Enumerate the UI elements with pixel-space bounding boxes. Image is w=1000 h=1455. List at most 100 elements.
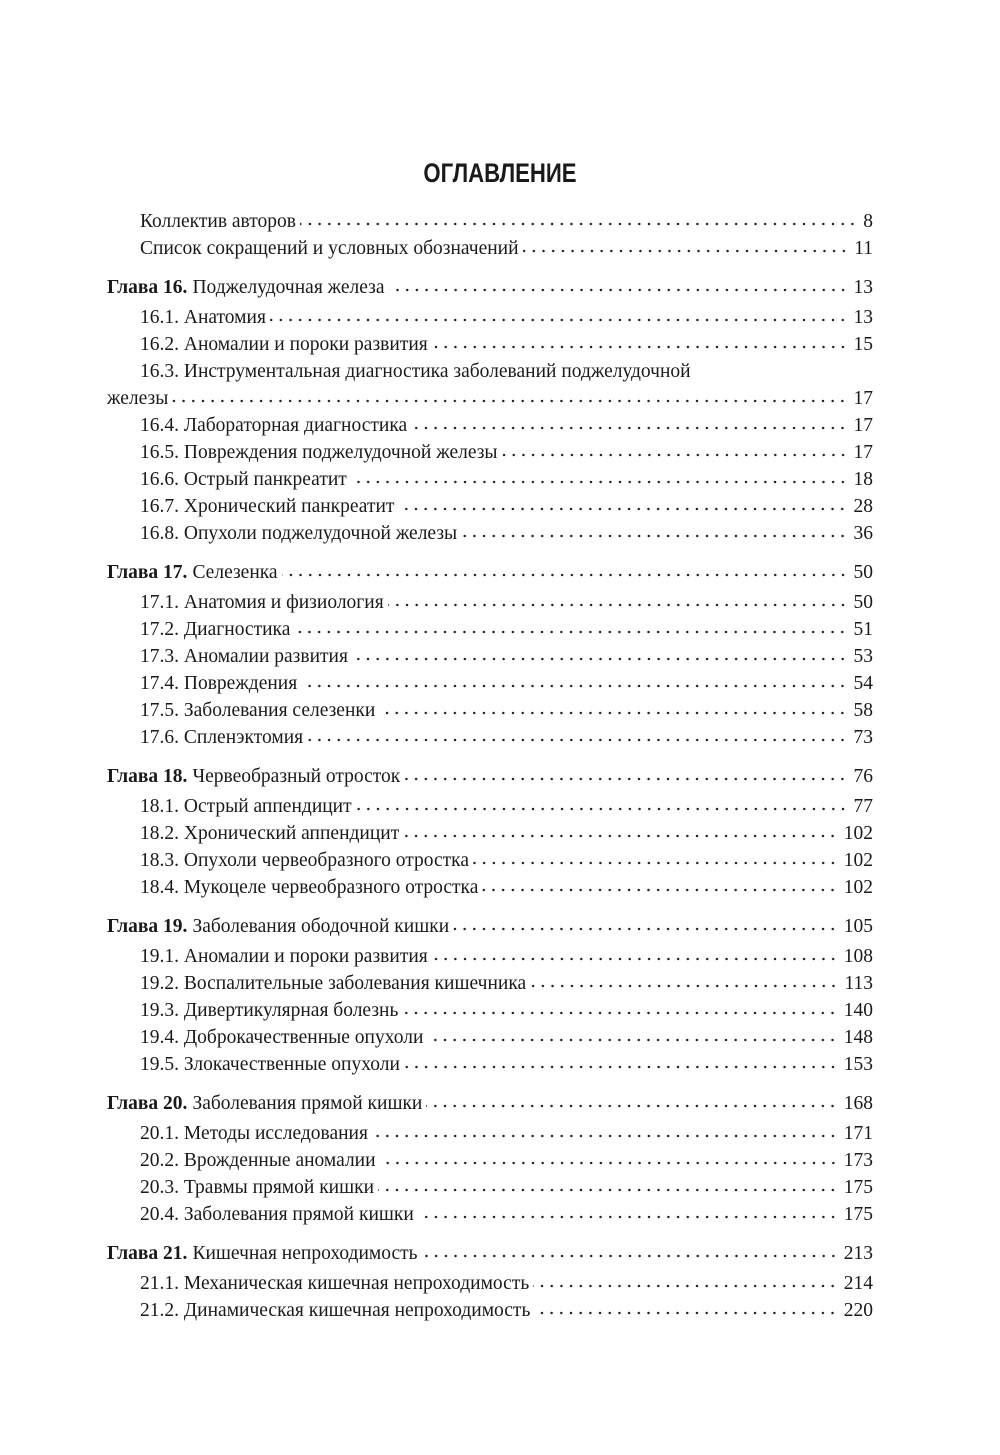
dot-leader <box>404 776 848 782</box>
toc-entry[interactable]: Глава 20. Заболевания прямой кишки 168 <box>107 1090 873 1120</box>
chapter-label: Глава 20. <box>107 1093 188 1114</box>
page-number: 168 <box>843 1093 873 1114</box>
toc-entry[interactable]: 18.2. Хронический аппендицит 102 <box>107 820 873 847</box>
table-of-contents: Коллектив авторов 8 Список сокращений и ус… <box>107 208 873 1324</box>
page-number: 51 <box>853 619 874 640</box>
chapter-label: Глава 19. <box>107 916 188 937</box>
toc-entry[interactable]: Глава 18. Червеобразный отросток 76 <box>107 763 873 793</box>
page-number: 36 <box>853 523 874 544</box>
toc-entry[interactable]: 17.5. Заболевания селезенки 58 <box>107 697 873 724</box>
dot-leader <box>307 737 848 743</box>
dot-leader <box>417 1214 838 1220</box>
toc-entry[interactable]: Глава 19. Заболевания ободочной кишки 105 <box>107 913 873 943</box>
dot-leader <box>473 860 838 866</box>
entry-title: 16.8. Опухоли поджелудочной железы <box>140 523 458 544</box>
page-number: 11 <box>854 238 873 259</box>
toc-entry[interactable]: 19.1. Аномалии и пороки развития 108 <box>107 943 873 970</box>
dot-leader <box>371 1133 838 1139</box>
chapter-label: Глава 21. <box>107 1243 188 1264</box>
toc-entry[interactable]: Список сокращений и условных обозначений… <box>107 235 873 262</box>
page-number: 18 <box>853 469 874 490</box>
page-number: 13 <box>853 307 874 328</box>
toc-entry[interactable]: 17.3. Аномалии развития 53 <box>107 643 873 670</box>
entry-title: 17.5. Заболевания селезенки <box>140 700 376 721</box>
page-number: 175 <box>843 1177 873 1198</box>
dot-leader <box>269 317 848 323</box>
entry-title: 20.4. Заболевания прямой кишки <box>140 1204 414 1225</box>
chapter-label: Глава 18. <box>107 766 188 787</box>
page-number: 140 <box>843 1000 873 1021</box>
toc-entry[interactable]: 20.1. Методы исследования 171 <box>107 1120 873 1147</box>
entry-title: 18.4. Мукоцеле червеобразного отростка <box>140 877 479 898</box>
toc-entry[interactable]: 16.7. Хронический панкреатит 28 <box>107 493 873 520</box>
toc-entry[interactable]: 16.6. Острый панкреатит 18 <box>107 466 873 493</box>
toc-entry[interactable]: 18.3. Опухоли червеобразного отростка 102 <box>107 847 873 874</box>
page-number: 8 <box>863 211 873 232</box>
entry-title: 16.7. Хронический панкреатит <box>140 496 395 517</box>
page-number: 76 <box>853 766 874 787</box>
entry-title: 20.2. Врожденные аномалии <box>140 1150 376 1171</box>
toc-entry[interactable]: 21.1. Механическая кишечная непроходимос… <box>107 1270 873 1297</box>
entry-title: 16.4. Лабораторная диагностика <box>140 415 408 436</box>
toc-entry[interactable]: 16.3. Инструментальная диагностика забол… <box>107 358 873 385</box>
toc-entry[interactable]: железы 17 <box>107 385 873 412</box>
chapter-title: Червеобразный отросток <box>192 766 401 787</box>
page-number: 17 <box>853 442 874 463</box>
page-number: 173 <box>843 1150 873 1171</box>
toc-entry[interactable]: 20.4. Заболевания прямой кишки 175 <box>107 1201 873 1228</box>
chapter-title: Заболевания ободочной кишки <box>192 916 450 937</box>
dot-leader <box>294 629 848 635</box>
toc-entry[interactable]: 16.5. Повреждения поджелудочной железы 17 <box>107 439 873 466</box>
page-title: ОГЛАВЛЕНИЕ <box>423 158 577 188</box>
page-number: 50 <box>853 592 874 613</box>
entry-title: 21.1. Механическая кишечная непроходимос… <box>140 1273 530 1294</box>
page-number: 148 <box>843 1027 873 1048</box>
toc-entry[interactable]: 19.2. Воспалительные заболевания кишечни… <box>107 970 873 997</box>
dot-leader <box>427 1037 838 1043</box>
dot-leader <box>387 602 848 608</box>
toc-entry[interactable]: 17.2. Диагностика 51 <box>107 616 873 643</box>
entry-title: 17.1. Анатомия и физиология <box>140 592 384 613</box>
page-number: 58 <box>853 700 874 721</box>
page-number: 153 <box>843 1054 873 1075</box>
page-number: 175 <box>843 1204 873 1225</box>
dot-leader <box>421 1253 838 1259</box>
chapter-title: Селезенка <box>192 562 278 583</box>
dot-leader <box>403 833 838 839</box>
toc-entry[interactable]: Коллектив авторов 8 <box>107 208 873 235</box>
toc-entry[interactable]: 16.8. Опухоли поджелудочной железы 36 <box>107 520 873 547</box>
toc-entry[interactable]: 16.2. Аномалии и пороки развития 15 <box>107 331 873 358</box>
toc-entry[interactable]: Глава 21. Кишечная непроходимость 213 <box>107 1240 873 1270</box>
entry-title: 19.4. Доброкачественные опухоли <box>140 1027 424 1048</box>
dot-leader <box>403 1064 838 1070</box>
page-number: 214 <box>843 1273 873 1294</box>
entry-title: 16.3. Инструментальная диагностика забол… <box>140 361 691 382</box>
toc-entry[interactable]: 17.1. Анатомия и физиология 50 <box>107 589 873 616</box>
toc-entry[interactable]: Глава 17. Селезенка 50 <box>107 559 873 589</box>
toc-entry[interactable]: 20.3. Травмы прямой кишки 175 <box>107 1174 873 1201</box>
page-number: 102 <box>843 850 873 871</box>
entry-title: 18.1. Острый аппендицит <box>140 796 352 817</box>
toc-entry[interactable]: 20.2. Врожденные аномалии 173 <box>107 1147 873 1174</box>
toc-entry[interactable]: 18.1. Острый аппендицит 77 <box>107 793 873 820</box>
entry-title: 16.6. Острый панкреатит <box>140 469 347 490</box>
toc-entry[interactable]: 17.4. Повреждения 54 <box>107 670 873 697</box>
toc-entry[interactable]: 18.4. Мукоцеле червеобразного отростка 10… <box>107 874 873 901</box>
entry-title-continuation: железы <box>107 388 169 409</box>
dot-leader <box>350 479 848 485</box>
toc-entry[interactable]: 19.4. Доброкачественные опухоли 148 <box>107 1024 873 1051</box>
toc-entry[interactable]: 19.5. Злокачественные опухоли 153 <box>107 1051 873 1078</box>
entry-title: Список сокращений и условных обозначений <box>140 238 519 259</box>
toc-entry[interactable]: 17.6. Спленэктомия 73 <box>107 724 873 751</box>
page-number: 54 <box>853 673 874 694</box>
toc-entry[interactable]: 16.4. Лабораторная диагностика 17 <box>107 412 873 439</box>
chapter-title: Поджелудочная железа <box>192 277 385 298</box>
toc-entry[interactable]: 16.1. Анатомия 13 <box>107 304 873 331</box>
toc-entry[interactable]: 19.3. Дивертикулярная болезнь 140 <box>107 997 873 1024</box>
toc-entry[interactable]: 21.2. Динамическая кишечная непроходимос… <box>107 1297 873 1324</box>
dot-leader <box>431 956 838 962</box>
entry-title: 17.3. Аномалии развития <box>140 646 348 667</box>
dot-leader <box>378 1187 838 1193</box>
toc-entry[interactable]: Глава 16. Поджелудочная железа 13 <box>107 274 873 304</box>
dot-leader <box>388 287 848 293</box>
